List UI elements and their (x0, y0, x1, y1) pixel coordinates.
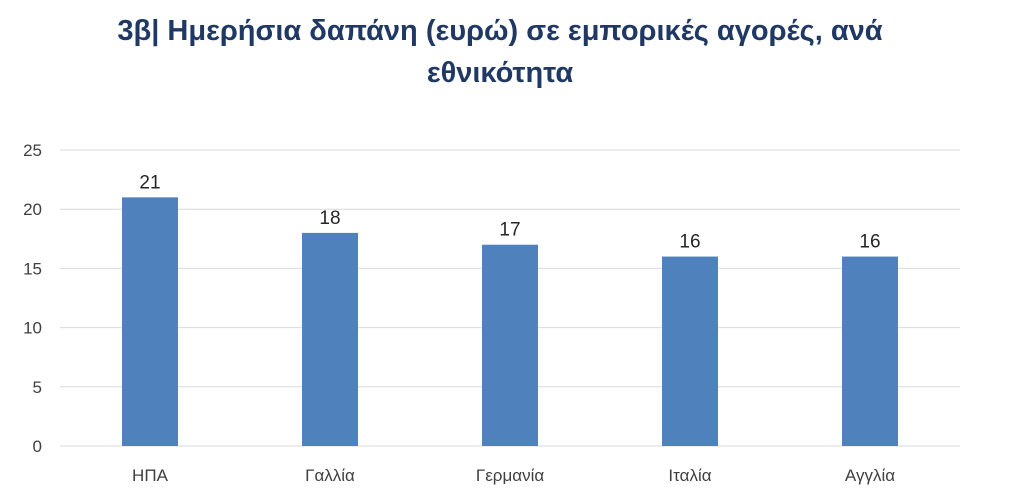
bar-4 (842, 256, 898, 446)
y-axis-tick-labels: 0 5 10 15 20 25 (23, 141, 42, 456)
bar-2 (482, 244, 538, 446)
x-category-label: Γερμανία (476, 466, 545, 485)
chart-title: 3β| Ημερήσια δαπάνη (ευρώ) σε εμπορικές … (0, 10, 1000, 94)
y-tick-label: 10 (23, 319, 42, 338)
data-label: 16 (859, 232, 880, 253)
bar-1 (302, 232, 358, 446)
y-tick-label: 5 (33, 378, 42, 397)
x-category-label: ΗΠΑ (132, 466, 169, 485)
x-category-label: Γαλλία (305, 466, 355, 485)
chart-title-line-1: 3β| Ημερήσια δαπάνη (ευρώ) σε εμπορικές … (117, 15, 883, 47)
bar-3 (662, 256, 718, 446)
chart-title-line-2: εθνικότητα (426, 57, 574, 89)
x-category-label: Ιταλία (668, 466, 711, 485)
bar-0 (122, 197, 178, 446)
y-tick-label: 15 (23, 259, 42, 278)
y-tick-label: 0 (33, 437, 42, 456)
data-labels: 21 18 17 16 16 (139, 172, 880, 252)
data-label: 17 (499, 220, 520, 241)
data-label: 21 (139, 172, 160, 193)
data-label: 16 (679, 232, 700, 253)
y-tick-label: 25 (23, 141, 42, 160)
x-axis-category-labels: ΗΠΑ Γαλλία Γερμανία Ιταλία Αγγλία (132, 466, 895, 485)
data-label: 18 (319, 208, 340, 229)
bars (122, 197, 898, 446)
y-tick-label: 20 (23, 200, 42, 219)
x-category-label: Αγγλία (845, 466, 895, 485)
